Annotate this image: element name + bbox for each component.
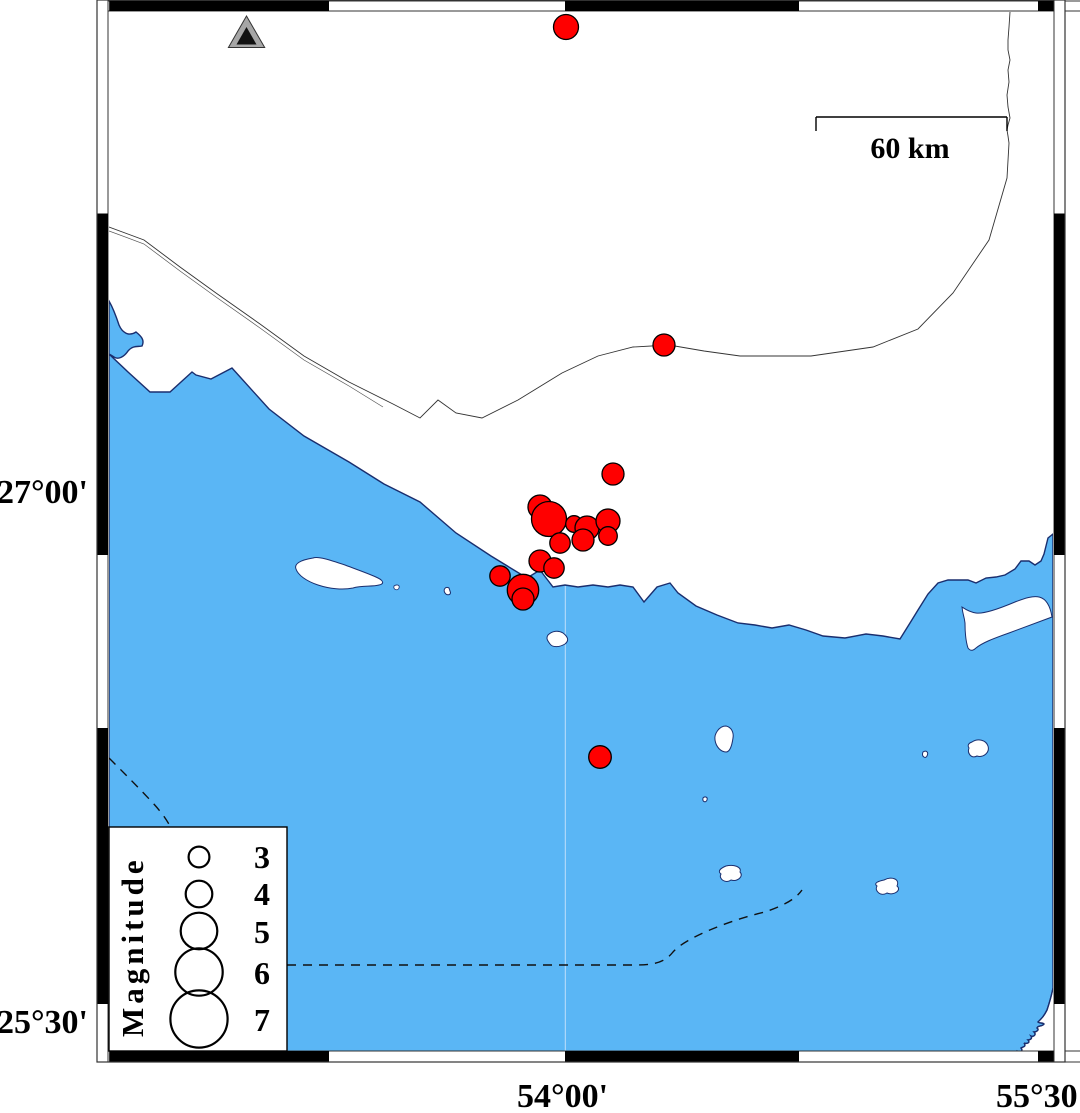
svg-text:55°30': 55°30' xyxy=(996,1078,1080,1113)
svg-text:6: 6 xyxy=(254,955,270,991)
svg-text:7: 7 xyxy=(254,1002,270,1038)
svg-text:27°00': 27°00' xyxy=(0,474,88,511)
svg-text:3: 3 xyxy=(254,839,270,875)
svg-text:60 km: 60 km xyxy=(870,132,949,165)
svg-text:Magnitude: Magnitude xyxy=(115,856,150,1037)
svg-text:4: 4 xyxy=(254,876,270,912)
svg-text:5: 5 xyxy=(254,914,270,950)
svg-text:54°00': 54°00' xyxy=(517,1078,608,1113)
svg-text:25°30': 25°30' xyxy=(0,1004,88,1041)
